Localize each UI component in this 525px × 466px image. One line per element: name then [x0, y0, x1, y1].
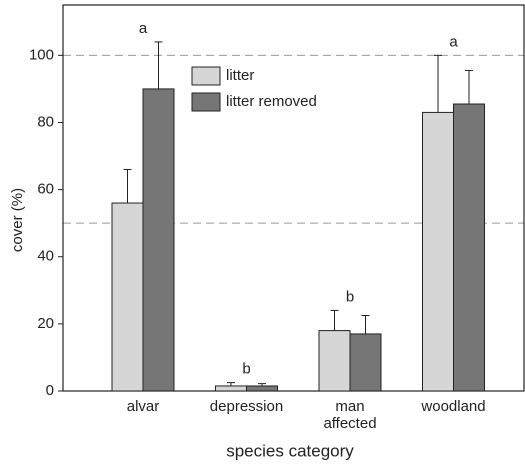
x-tick-label: man affected — [323, 398, 377, 432]
y-tick-label: 40 — [37, 248, 54, 265]
bar — [215, 385, 247, 392]
y-tick-label: 100 — [29, 46, 54, 63]
bar — [318, 330, 351, 392]
significance-label: a — [449, 33, 458, 50]
x-tick-label: alvar — [126, 398, 160, 415]
y-tick-label: 60 — [37, 181, 54, 198]
legend-label: litter — [226, 67, 254, 84]
x-tick-label: depression — [209, 398, 284, 415]
bar — [111, 202, 144, 392]
significance-label: b — [346, 288, 354, 305]
legend-swatch — [191, 92, 221, 112]
y-tick-label: 0 — [46, 382, 54, 399]
y-tick-label: 20 — [37, 315, 54, 332]
legend-label: litter removed — [226, 93, 317, 110]
y-axis-label: cover (%) — [9, 188, 26, 252]
plot-frame — [62, 4, 525, 392]
bar — [349, 333, 382, 392]
bar — [246, 385, 278, 392]
bar — [453, 103, 485, 392]
x-axis-label: species category — [226, 441, 354, 460]
significance-label: b — [242, 361, 250, 378]
x-tick-label: woodland — [421, 398, 486, 415]
bar — [142, 88, 175, 392]
legend-swatch — [191, 66, 221, 86]
significance-label: a — [139, 20, 148, 37]
y-tick-label: 80 — [37, 113, 54, 130]
bar — [422, 111, 454, 392]
